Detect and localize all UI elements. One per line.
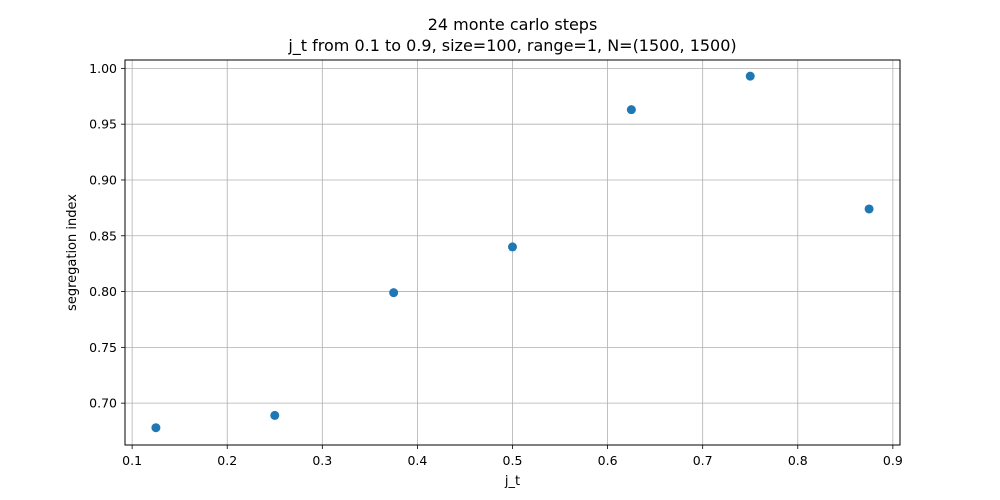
- x-tick-label: 0.4: [407, 453, 427, 468]
- y-tick-label: 0.80: [89, 284, 117, 299]
- y-tick-label: 0.95: [89, 117, 117, 132]
- x-tick-label: 0.1: [122, 453, 142, 468]
- y-tick-label: 1.00: [89, 61, 117, 76]
- scatter-point: [270, 410, 280, 420]
- x-tick-label: 0.2: [217, 453, 237, 468]
- y-tick-label: 0.70: [89, 396, 117, 411]
- scatter-point: [151, 423, 161, 433]
- y-axis-label: segregation index: [65, 194, 80, 311]
- y-tick-label: 0.90: [89, 172, 117, 187]
- chart-title: 24 monte carlo steps: [428, 15, 598, 34]
- x-axis-ticks: 0.1 0.2 0.3 0.4 0.5 0.6 0.7 0.8 0.9: [122, 445, 903, 468]
- x-tick-label: 0.5: [503, 453, 523, 468]
- y-tick-label: 0.85: [89, 228, 117, 243]
- scatter-point: [508, 242, 517, 252]
- scatter-point: [626, 105, 636, 115]
- scatter-point: [745, 71, 755, 81]
- scatter-point: [389, 288, 399, 298]
- chart-subtitle: j_t from 0.1 to 0.9, size=100, range=1, …: [287, 36, 736, 56]
- x-tick-label: 0.3: [312, 453, 332, 468]
- y-tick-label: 0.75: [89, 340, 117, 355]
- x-tick-label: 0.9: [883, 453, 903, 468]
- x-tick-label: 0.7: [693, 453, 713, 468]
- scatter-point: [864, 204, 874, 214]
- y-axis-ticks: 0.70 0.75 0.80 0.85 0.90 0.95 1.00: [89, 61, 125, 411]
- grid-lines: [125, 60, 900, 445]
- x-tick-label: 0.6: [598, 453, 618, 468]
- data-points: [151, 71, 874, 433]
- x-tick-label: 0.8: [788, 453, 808, 468]
- x-axis-label: j_t: [504, 474, 520, 489]
